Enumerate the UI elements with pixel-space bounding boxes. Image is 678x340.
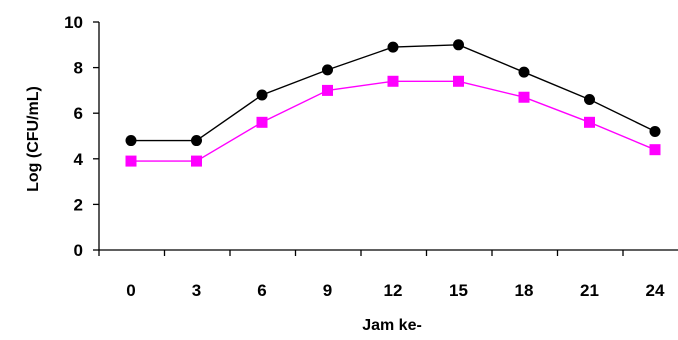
x-axis-title: Jam ke- bbox=[362, 317, 422, 334]
axes bbox=[98, 22, 678, 251]
x-ticks: 0 3 6 9 12 15 18 21 24 bbox=[98, 250, 665, 300]
x-tick-label: 21 bbox=[580, 281, 599, 300]
y-tick-label: 2 bbox=[74, 195, 83, 214]
data-point bbox=[518, 66, 530, 78]
x-tick-label: 9 bbox=[323, 281, 332, 300]
y-tick-label: 4 bbox=[74, 150, 84, 169]
data-point bbox=[453, 39, 464, 51]
data-point bbox=[322, 64, 333, 76]
data-point bbox=[125, 155, 137, 167]
x-tick-label: 18 bbox=[515, 281, 534, 300]
data-point bbox=[387, 41, 399, 53]
data-point bbox=[256, 116, 268, 128]
series-line bbox=[131, 80, 656, 162]
data-point bbox=[518, 91, 530, 103]
series-1 bbox=[125, 39, 661, 147]
y-tick-label: 8 bbox=[74, 59, 83, 78]
data-point bbox=[453, 75, 464, 87]
series bbox=[125, 39, 661, 167]
y-axis-title: Log (CFU/mL) bbox=[25, 86, 42, 192]
y-tick-label: 0 bbox=[74, 241, 83, 260]
y-tick-label: 6 bbox=[74, 104, 83, 123]
series-2 bbox=[125, 75, 661, 167]
data-point bbox=[649, 144, 661, 156]
series-line bbox=[131, 44, 656, 142]
y-ticks: 0 2 4 6 8 10 bbox=[64, 13, 99, 260]
x-tick-label: 12 bbox=[384, 281, 403, 300]
data-point bbox=[191, 155, 202, 167]
data-point bbox=[649, 125, 661, 137]
x-tick-label: 0 bbox=[126, 281, 135, 300]
data-point bbox=[256, 89, 268, 101]
data-point bbox=[322, 84, 333, 96]
x-tick-label: 15 bbox=[449, 281, 468, 300]
x-tick-label: 6 bbox=[257, 281, 266, 300]
y-tick-label: 10 bbox=[64, 13, 83, 32]
x-tick-label: 3 bbox=[192, 281, 201, 300]
data-point bbox=[584, 94, 595, 106]
data-point bbox=[584, 116, 595, 128]
data-point bbox=[191, 135, 202, 147]
data-point bbox=[125, 135, 137, 147]
data-point bbox=[387, 75, 399, 87]
x-tick-label: 24 bbox=[646, 281, 665, 300]
